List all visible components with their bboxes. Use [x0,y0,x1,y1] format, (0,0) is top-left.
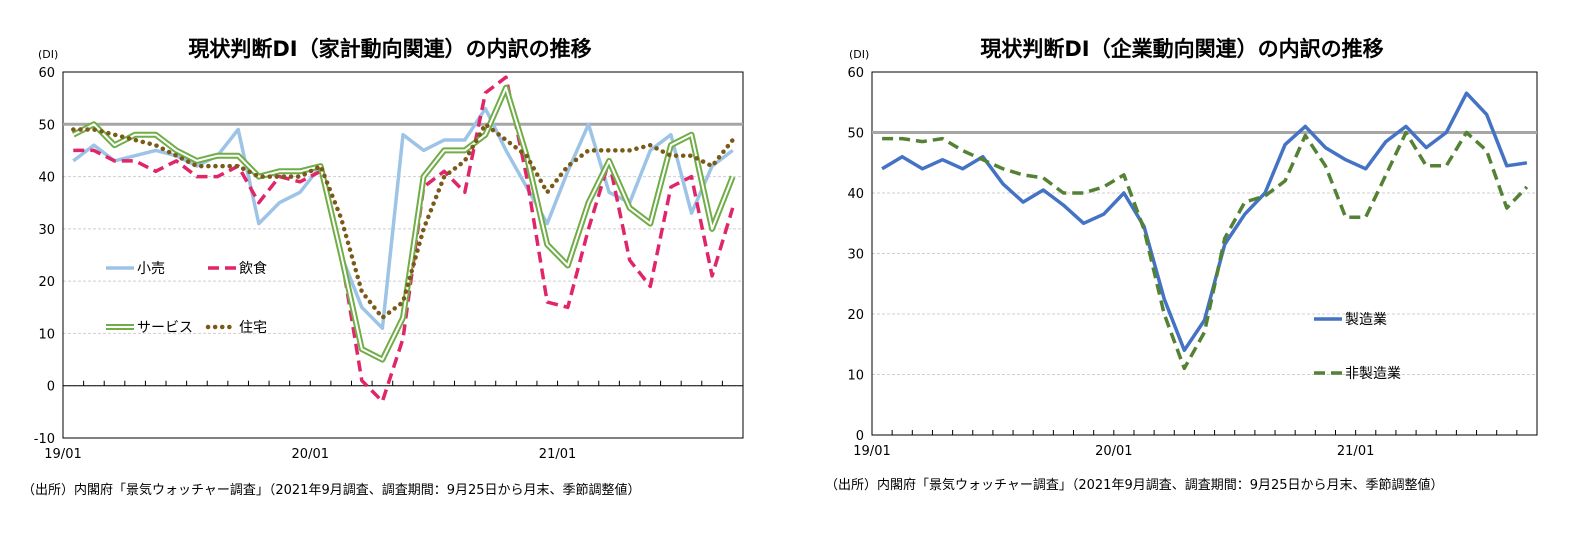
series-line [73,75,735,404]
plot-frame [62,71,744,439]
series-line-inner [72,86,734,361]
x-tick-label: 20/01 [1095,444,1132,459]
source-note: （出所）内閣府「景気ウォッチャー調査」（2021年9月調査、調査期間：9月25日… [825,478,1444,493]
legend-item: 飲食 [208,260,267,277]
y-tick-label: 20 [38,275,55,290]
legend-item: 小売 [106,261,165,277]
series-1 [72,106,734,330]
y-tick-label: 60 [38,66,55,81]
y-tick-label: 20 [847,308,864,323]
x-tick-label: 20/01 [292,447,329,462]
y-tick-label: 0 [856,429,864,444]
legend-label: 製造業 [1345,312,1387,328]
legend-label: 非製造業 [1345,366,1401,382]
series-2 [882,130,1529,371]
y-tick-label: 30 [847,248,864,263]
y-tick-label: 60 [847,66,864,81]
legend-item: 住宅 [205,320,267,336]
x-tick-label: 21/01 [1337,444,1374,459]
y-tick-label: 40 [847,187,864,202]
x-tick-label: 21/01 [539,447,576,462]
source-note: （出所）内閣府「景気ウォッチャー調査」（2021年9月調査、調査期間：9月25日… [22,483,641,498]
series-line [72,106,734,330]
chart-title: 現状判断DI（企業動向関連）の内訳の推移 [980,37,1383,61]
corporate-chart-panel: 現状判断DI（企業動向関連）の内訳の推移 (DI) 0 10 20 30 40 50 60 1… [789,0,1578,536]
x-tick-label: 19/01 [44,447,81,462]
y-unit-label: (DI) [38,48,58,61]
series-line [882,130,1529,371]
legend-item: サービス [106,320,193,336]
x-tick-label: 19/01 [853,444,890,459]
chart-title: 現状判断DI（家計動向関連）の内訳の推移 [188,37,591,61]
y-tick-label: 50 [847,127,864,142]
legend-label: サービス [137,320,193,336]
series-2 [73,75,735,404]
series-4 [71,122,735,320]
household-di-chart: 現状判断DI（家計動向関連）の内訳の推移 (DI) -10 0 10 20 30 40 50… [34,37,744,462]
legend-item: 非製造業 [1314,366,1401,382]
series-line [881,91,1528,353]
legend-label: 小売 [137,261,165,277]
series-1 [881,91,1528,353]
series-3 [71,84,736,363]
y-tick-label: 10 [38,327,55,342]
legend-label: 住宅 [239,320,267,336]
plot-frame [871,71,1538,436]
legend-label: 飲食 [239,260,267,277]
y-unit-label: (DI) [849,48,869,61]
y-tick-label: 30 [38,223,55,238]
y-tick-label: 0 [47,380,55,395]
y-tick-label: 10 [847,369,864,384]
y-tick-label: -10 [34,432,55,447]
legend-item: 製造業 [1314,312,1387,328]
y-tick-label: 50 [38,118,55,133]
household-chart-panel: 現状判断DI（家計動向関連）の内訳の推移 (DI) -10 0 10 20 30 40 50… [22,37,744,498]
series-line [71,122,735,320]
y-tick-label: 40 [38,171,55,186]
corporate-di-chart: 現状判断DI（企業動向関連）の内訳の推移 (DI) 0 10 20 30 40 50 60 1… [847,37,1538,459]
